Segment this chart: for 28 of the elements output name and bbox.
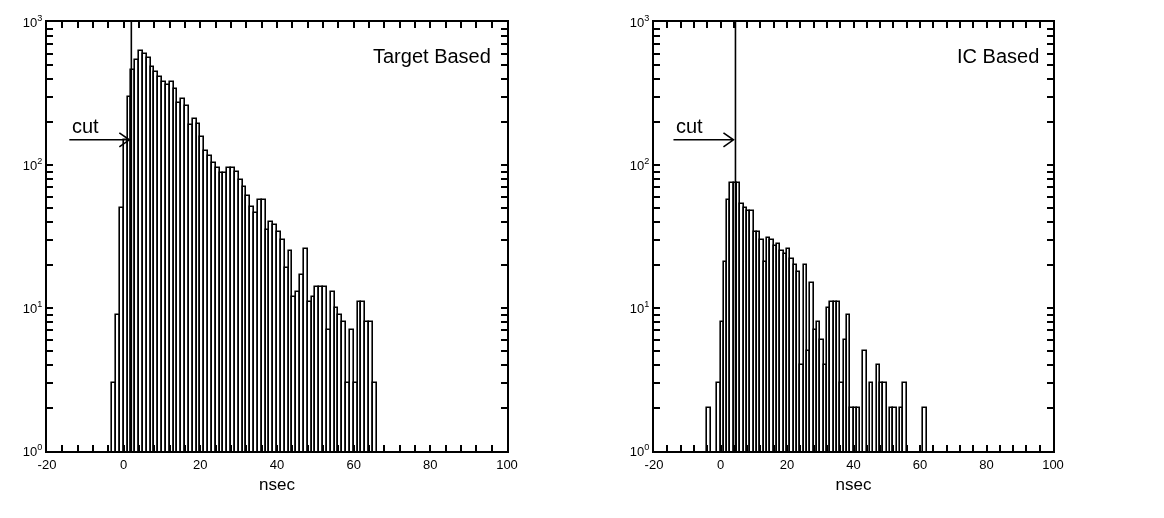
x-tick-label: 80: [979, 456, 994, 472]
y-tick-label: 10$^{2}$: [629, 156, 650, 173]
x-tick-label: 80: [423, 456, 438, 472]
y-tick-label: 10$^{0}$: [22, 442, 43, 459]
y-tick-label: 10$^{3}$: [22, 13, 43, 30]
y-tick-label: 10$^{1}$: [22, 299, 43, 316]
y-tick-label: 10$^{1}$: [629, 299, 650, 316]
text: IC Based: [957, 45, 1040, 67]
x-tick-label: 100: [1042, 456, 1064, 472]
x-tick-label: 60: [912, 456, 928, 472]
x-axis-title: nsec: [835, 475, 872, 495]
x-axis-title: nsec: [259, 475, 296, 495]
x-tick-label: 100: [496, 456, 518, 472]
y-tick-label: 10$^{3}$: [629, 13, 650, 30]
y-tick-label: 10$^{0}$: [629, 442, 650, 459]
x-tick-label: 0: [716, 456, 725, 472]
x-tick-label: 60: [346, 456, 361, 472]
x-tick-label: -20: [37, 456, 57, 472]
text: Target Based: [373, 45, 491, 67]
x-tick-label: 40: [846, 456, 861, 472]
x-tick-label: 0: [120, 456, 128, 472]
annotation: cut: [72, 115, 100, 137]
x-tick-label: -20: [644, 456, 664, 472]
x-tick-label: 40: [269, 456, 285, 472]
x-tick-label: 20: [193, 456, 208, 472]
annotation: cut: [676, 115, 704, 137]
y-tick-label: 10$^{2}$: [22, 156, 43, 173]
x-tick-label: 20: [779, 456, 795, 472]
